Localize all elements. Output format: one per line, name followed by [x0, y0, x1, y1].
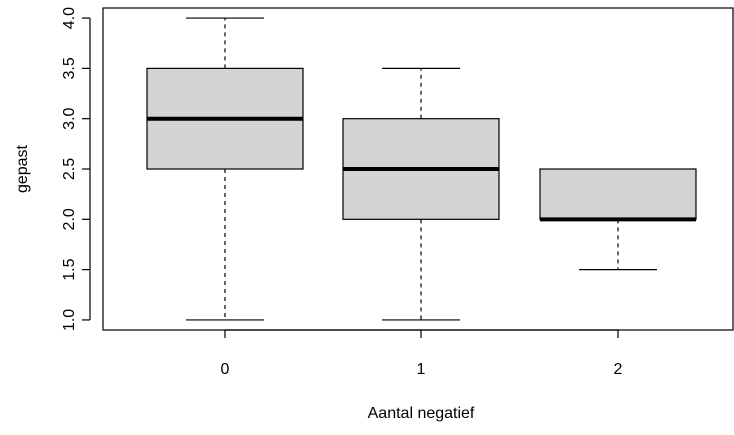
y-tick-label: 4.0 — [61, 7, 78, 29]
box-group — [146, 17, 304, 321]
y-axis-label: gepast — [14, 144, 31, 193]
x-axis-label: Aantal negatief — [368, 405, 475, 422]
x-axis: 0 1 2 — [221, 329, 623, 378]
box-group — [342, 67, 500, 321]
y-axis: 1.0 1.5 2.0 2.5 3.0 3.5 4.0 — [61, 7, 91, 331]
y-tick-label: 1.0 — [61, 309, 78, 331]
y-tick-label: 2.0 — [61, 208, 78, 230]
iqr-box — [539, 168, 697, 220]
y-tick-label: 3.5 — [61, 57, 78, 79]
x-tick-label: 2 — [614, 361, 623, 378]
x-tick-label: 0 — [221, 361, 230, 378]
y-tick-label: 3.0 — [61, 107, 78, 129]
box-series — [146, 17, 697, 321]
box-group — [539, 168, 697, 271]
y-tick-label: 2.5 — [61, 158, 78, 180]
x-tick-label: 1 — [417, 361, 426, 378]
y-tick-label: 1.5 — [61, 258, 78, 280]
